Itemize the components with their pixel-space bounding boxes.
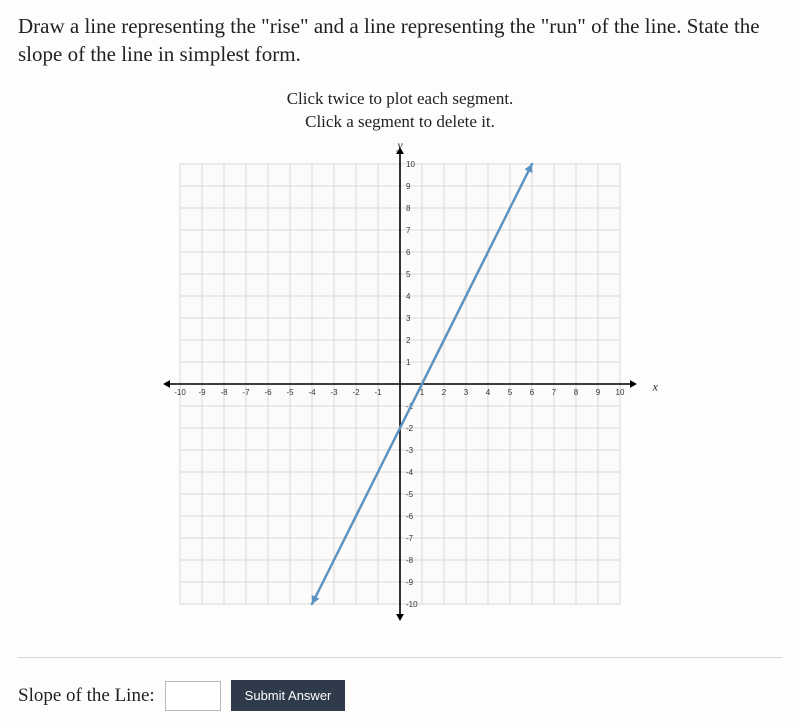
plot-instructions: Click twice to plot each segment. Click … <box>18 87 782 135</box>
svg-text:6: 6 <box>530 388 535 397</box>
svg-text:7: 7 <box>552 388 557 397</box>
svg-text:-2: -2 <box>406 424 414 433</box>
x-axis-label: x <box>653 379 658 394</box>
svg-text:1: 1 <box>406 358 411 367</box>
svg-text:4: 4 <box>486 388 491 397</box>
svg-text:10: 10 <box>406 160 415 169</box>
svg-text:-5: -5 <box>406 490 414 499</box>
svg-text:-2: -2 <box>352 388 360 397</box>
svg-text:-9: -9 <box>198 388 206 397</box>
problem-prompt: Draw a line representing the "rise" and … <box>18 12 782 69</box>
svg-text:6: 6 <box>406 248 411 257</box>
svg-text:10: 10 <box>616 388 625 397</box>
svg-text:7: 7 <box>406 226 411 235</box>
graph-svg[interactable]: -10 -9 -8 -7 -6 -5 -4 -3 -2 -1 1 2 3 4 5 6 7 8 9 10 10 9 8 7 6 5 4… <box>156 140 644 628</box>
coordinate-plane[interactable]: y x -10-9-8-7-6-5-4-3-2-1123456789101098… <box>156 140 644 633</box>
slope-label: Slope of the Line: <box>18 685 155 707</box>
svg-text:5: 5 <box>508 388 513 397</box>
svg-text:-1: -1 <box>374 388 382 397</box>
submit-button[interactable]: Submit Answer <box>231 680 346 711</box>
svg-text:-4: -4 <box>308 388 316 397</box>
svg-text:-8: -8 <box>220 388 228 397</box>
svg-text:-9: -9 <box>406 578 414 587</box>
y-axis-label: y <box>397 138 402 153</box>
svg-text:-8: -8 <box>406 556 414 565</box>
instructions-line-2: Click a segment to delete it. <box>18 110 782 134</box>
svg-text:-7: -7 <box>406 534 414 543</box>
svg-text:9: 9 <box>406 182 411 191</box>
svg-text:9: 9 <box>596 388 601 397</box>
svg-text:5: 5 <box>406 270 411 279</box>
svg-text:-10: -10 <box>174 388 186 397</box>
svg-text:-5: -5 <box>286 388 294 397</box>
svg-text:-7: -7 <box>242 388 250 397</box>
svg-text:-6: -6 <box>264 388 272 397</box>
instructions-line-1: Click twice to plot each segment. <box>18 87 782 111</box>
svg-text:8: 8 <box>574 388 579 397</box>
svg-text:-6: -6 <box>406 512 414 521</box>
svg-text:2: 2 <box>406 336 411 345</box>
svg-text:2: 2 <box>442 388 447 397</box>
svg-text:-4: -4 <box>406 468 414 477</box>
svg-text:3: 3 <box>406 314 411 323</box>
svg-text:-3: -3 <box>406 446 414 455</box>
svg-text:3: 3 <box>464 388 469 397</box>
slope-input[interactable] <box>165 681 221 711</box>
svg-text:-3: -3 <box>330 388 338 397</box>
svg-text:4: 4 <box>406 292 411 301</box>
svg-text:-10: -10 <box>406 600 418 609</box>
svg-text:8: 8 <box>406 204 411 213</box>
